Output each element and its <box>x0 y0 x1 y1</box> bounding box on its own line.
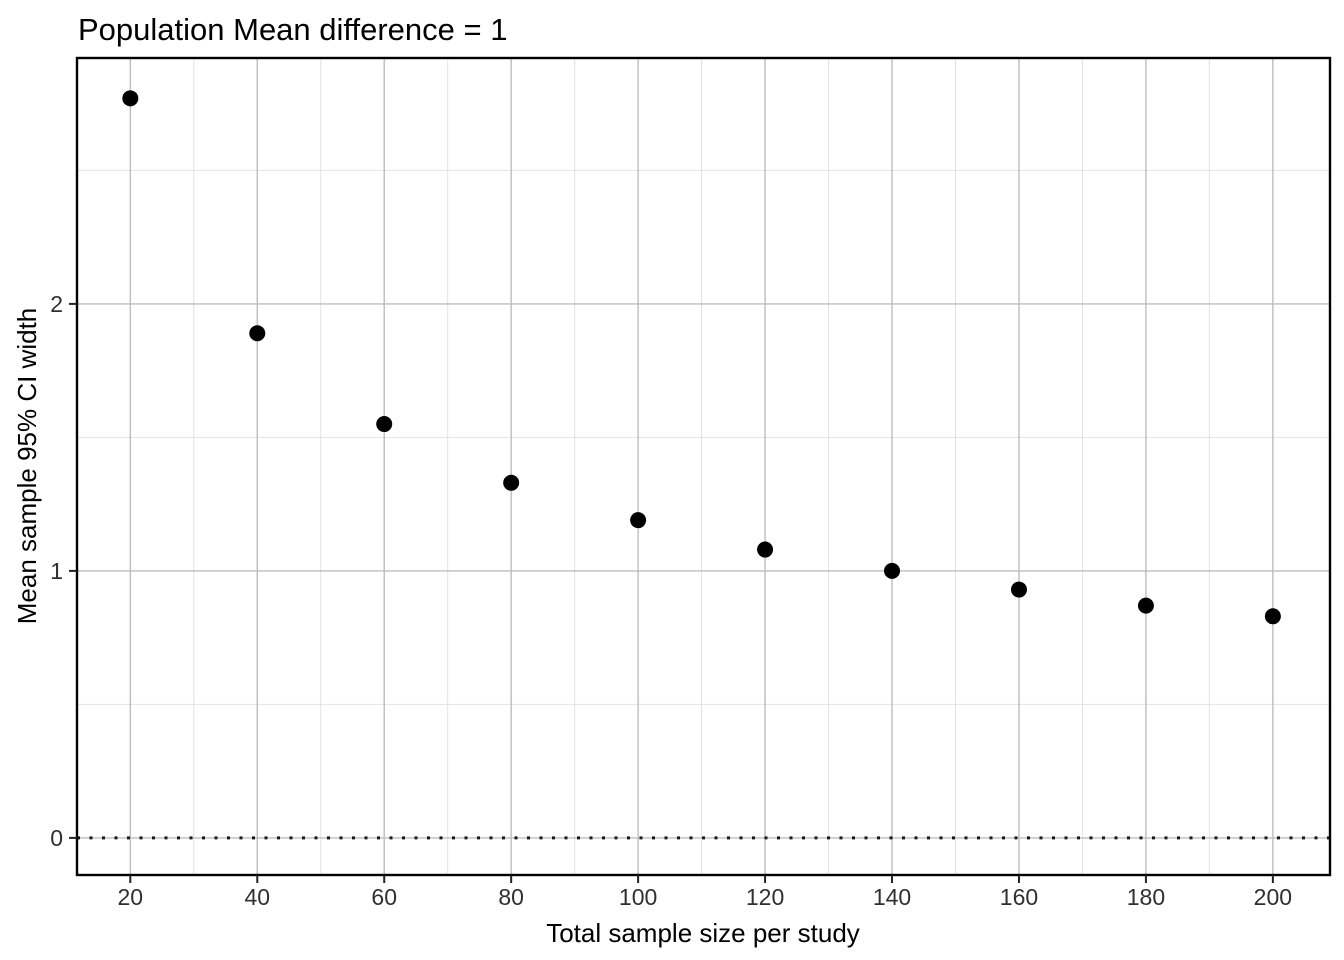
x-tick-label: 200 <box>1254 884 1292 910</box>
x-tick-label: 20 <box>118 884 144 910</box>
axis-tick-labels: 20 40 60 80 100 120 140 160 180 200 0 1 2 <box>50 291 1292 910</box>
plot-title: Population Mean difference = 1 <box>78 12 507 47</box>
x-tick-label: 100 <box>619 884 657 910</box>
data-point <box>122 90 139 107</box>
x-tick-label: 80 <box>498 884 524 910</box>
y-tick-label: 2 <box>50 291 63 317</box>
data-point <box>1137 597 1154 614</box>
x-axis-title: Total sample size per study <box>546 918 860 948</box>
minor-gridlines <box>77 58 1330 875</box>
data-point <box>249 325 266 342</box>
data-point <box>884 562 901 579</box>
data-point <box>503 474 520 491</box>
x-tick-label: 120 <box>746 884 784 910</box>
data-point <box>1010 581 1027 598</box>
data-point <box>757 541 774 558</box>
x-tick-label: 60 <box>371 884 397 910</box>
y-tick-label: 0 <box>50 825 63 851</box>
data-point <box>1264 608 1281 625</box>
x-tick-label: 140 <box>873 884 911 910</box>
x-tick-label: 180 <box>1127 884 1165 910</box>
major-gridlines <box>77 58 1330 875</box>
data-points-group <box>122 90 1281 625</box>
data-point <box>376 416 393 433</box>
x-tick-label: 40 <box>244 884 270 910</box>
y-axis-title: Mean sample 95% CI width <box>12 308 42 624</box>
x-tick-label: 160 <box>1000 884 1038 910</box>
panel-border <box>75 56 1332 877</box>
data-point <box>630 512 647 529</box>
y-tick-label: 1 <box>50 558 63 584</box>
axis-tick-marks <box>69 302 1274 883</box>
